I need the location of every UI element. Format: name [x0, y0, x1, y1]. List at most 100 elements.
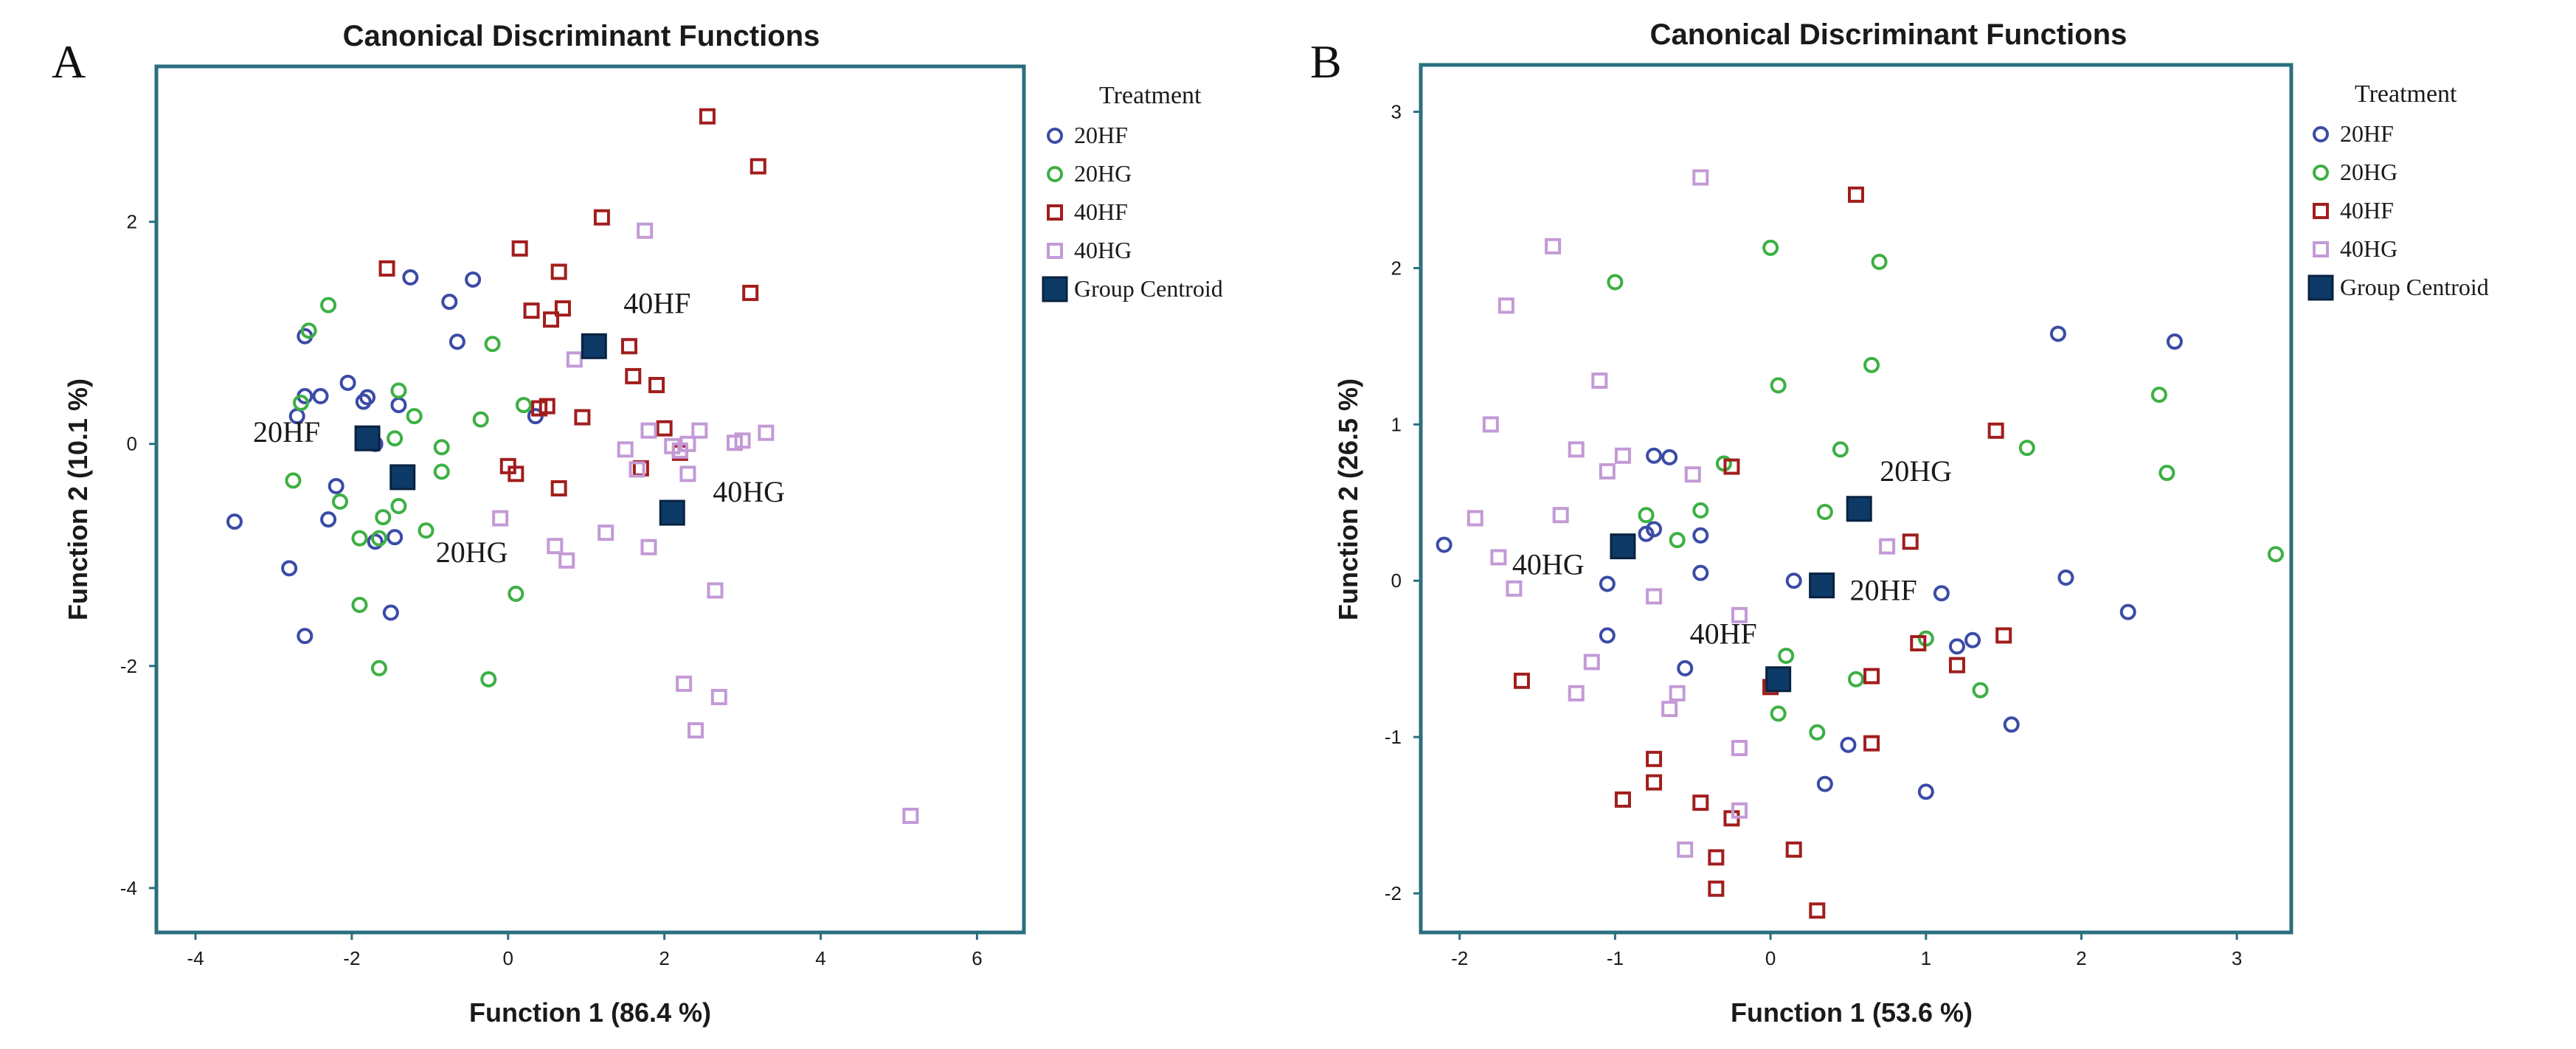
point-20hf	[382, 604, 399, 621]
group-centroid-marker	[354, 425, 381, 451]
point-20hf	[2166, 333, 2183, 350]
point-40hf	[508, 465, 524, 482]
x-tick-label: 0	[503, 947, 513, 969]
panel-b-y-axis: -2 -1 0 1 2 3	[1385, 101, 1421, 904]
panel-a-points	[226, 108, 919, 824]
point-40hg	[640, 422, 657, 439]
point-40hg	[617, 441, 634, 458]
panel-a-plot-area	[154, 64, 1026, 935]
point-20hf	[1840, 736, 1857, 753]
legend-marker-40hf	[1047, 204, 1063, 221]
point-40hg	[1498, 297, 1514, 314]
point-20hg	[387, 430, 404, 447]
y-tick-label: 0	[127, 433, 137, 455]
legend-label-group-centroid: Group Centroid	[2340, 274, 2489, 300]
point-40hf	[1708, 880, 1725, 897]
point-20hg	[1778, 647, 1795, 664]
point-20hf	[465, 271, 482, 288]
point-40hg	[707, 582, 724, 599]
point-20hg	[2267, 546, 2284, 563]
point-40hf	[554, 300, 571, 317]
point-20hf	[297, 628, 314, 645]
group-centroid-marker	[1809, 572, 1835, 599]
point-20hg	[2150, 387, 2167, 404]
legend-title: Treatment	[1099, 82, 1202, 109]
point-20hf	[1677, 659, 1694, 676]
point-20hg	[390, 498, 407, 515]
point-40hg	[1731, 606, 1748, 623]
x-tick-label: 6	[972, 947, 982, 969]
point-20hg	[375, 509, 392, 526]
legend-label-20hg: 20HG	[1074, 160, 1132, 187]
legend-label-40hg: 40HG	[2340, 235, 2397, 262]
point-40hg	[598, 524, 614, 541]
point-40hf	[1614, 791, 1631, 808]
point-20hf	[1646, 447, 1663, 464]
point-20hg	[1816, 504, 1833, 521]
point-20hg	[285, 472, 302, 489]
x-tick-label: -4	[187, 947, 204, 969]
point-20hf	[2119, 603, 2136, 620]
point-20hf	[1964, 631, 1981, 648]
point-20hf	[339, 374, 356, 391]
point-20hf	[441, 294, 458, 311]
x-tick-label: -1	[1607, 947, 1624, 969]
point-20hg	[1770, 705, 1787, 722]
legend-marker-20hf	[1047, 128, 1063, 144]
group-centroid-marker	[1610, 533, 1636, 560]
point-40hg	[691, 422, 708, 439]
y-tick-label: -1	[1385, 726, 1402, 748]
point-20hf	[320, 511, 337, 528]
point-20hf	[1599, 627, 1616, 644]
point-40hg	[688, 722, 704, 739]
point-40hg	[1545, 238, 1562, 255]
point-40hg	[640, 539, 657, 555]
point-40hf	[1995, 627, 2012, 644]
point-40hg	[558, 552, 575, 569]
centroid-label-40hg: 40HG	[1512, 548, 1585, 581]
point-40hg	[1599, 463, 1616, 480]
point-20hf	[1692, 527, 1709, 544]
x-tick-label: 2	[2076, 947, 2086, 969]
y-tick-label: -4	[120, 877, 137, 899]
point-20hf	[1436, 536, 1453, 553]
point-20hg	[293, 395, 309, 412]
x-tick-label: 3	[2232, 947, 2242, 969]
panel-b-points	[1436, 169, 2284, 919]
point-40hf	[1708, 849, 1725, 866]
point-20hf	[1816, 775, 1833, 792]
legend-title: Treatment	[2355, 80, 2457, 108]
y-tick-label: -2	[1385, 882, 1402, 904]
y-tick-label: -2	[120, 655, 137, 677]
point-20hg	[480, 671, 497, 688]
point-40hf	[742, 285, 759, 302]
point-40hg	[1684, 466, 1701, 483]
legend-marker-40hg	[2313, 241, 2329, 257]
y-tick-label: 2	[127, 211, 137, 233]
point-20hf	[449, 333, 465, 350]
group-centroid-marker	[1765, 666, 1792, 693]
group-centroid-marker	[581, 333, 607, 359]
point-20hf	[387, 529, 404, 546]
x-tick-label: -2	[343, 947, 360, 969]
centroid-label-20hf: 20HF	[1850, 574, 1917, 607]
legend-marker-20hf	[2313, 126, 2329, 142]
point-40hg	[629, 461, 645, 478]
point-40hf	[699, 108, 716, 125]
point-40hg	[1692, 169, 1709, 186]
centroid-label-40hf: 40HF	[1690, 617, 1757, 651]
point-40hg	[637, 222, 654, 239]
point-40hg	[1583, 654, 1600, 671]
point-40hg	[679, 435, 696, 452]
point-20hg	[1863, 356, 1880, 373]
point-20hf	[2003, 716, 2020, 733]
panel-a-x-axis: -4 -2 0 2 4 6	[187, 932, 983, 969]
point-40hf	[523, 302, 540, 319]
legend-label-20hf: 20HF	[2340, 120, 2394, 147]
legend-marker-40hf	[2313, 203, 2329, 219]
point-40hg	[679, 465, 696, 482]
point-40hf	[550, 263, 567, 280]
point-20hg	[1762, 239, 1779, 256]
point-40hf	[1646, 750, 1663, 767]
panel-b-x-axis-label: Function 1 (53.6 %)	[1731, 997, 1973, 1028]
